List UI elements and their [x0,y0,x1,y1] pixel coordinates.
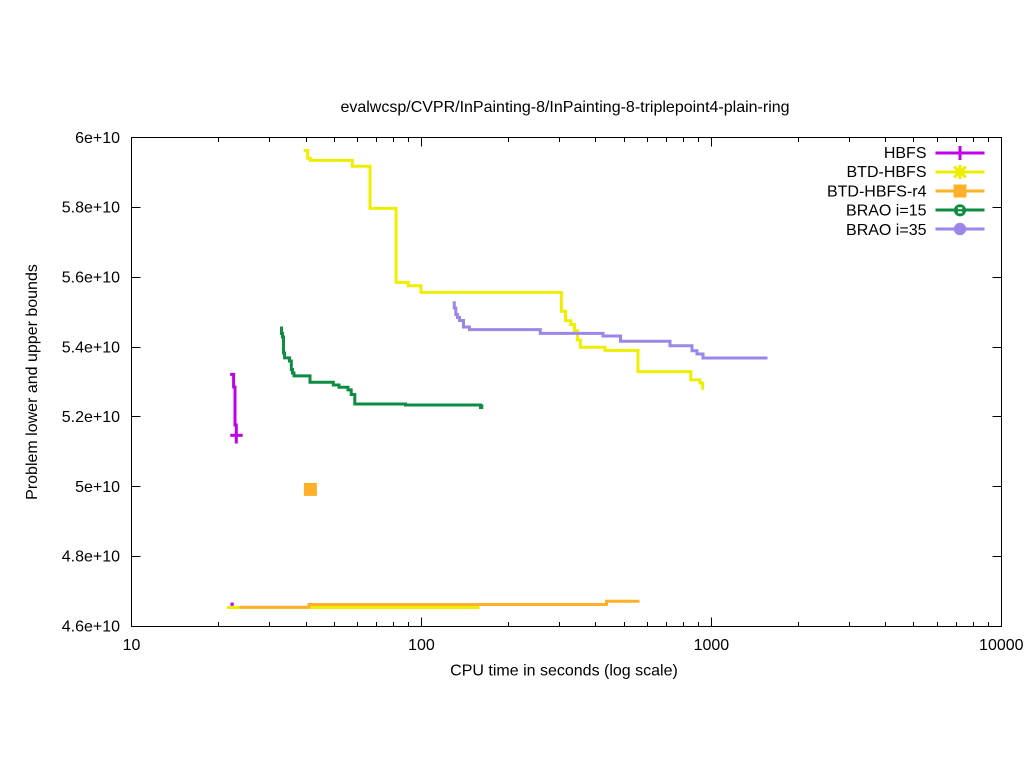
svg-text:10: 10 [123,637,141,654]
svg-text:HBFS: HBFS [884,145,927,162]
svg-text:4.6e+10: 4.6e+10 [62,619,120,636]
svg-text:6e+10: 6e+10 [75,130,120,147]
svg-text:BRAO i=35: BRAO i=35 [846,222,927,239]
svg-text:BTD-HBFS-r4: BTD-HBFS-r4 [827,183,927,200]
svg-text:5e+10: 5e+10 [75,479,120,496]
svg-text:BTD-HBFS: BTD-HBFS [847,164,927,181]
svg-text:100: 100 [408,637,435,654]
svg-text:CPU time in seconds (log scale: CPU time in seconds (log scale) [450,663,678,680]
svg-text:5.2e+10: 5.2e+10 [62,409,120,426]
svg-text:5.4e+10: 5.4e+10 [62,339,120,356]
svg-text:1000: 1000 [694,637,730,654]
svg-text:BRAO i=15: BRAO i=15 [846,203,927,220]
svg-text:5.6e+10: 5.6e+10 [62,269,120,286]
svg-text:10000: 10000 [979,637,1024,654]
svg-text:5.8e+10: 5.8e+10 [62,200,120,217]
svg-text:Problem lower and upper bounds: Problem lower and upper bounds [24,264,41,500]
svg-text:4.8e+10: 4.8e+10 [62,549,120,566]
svg-text:evalwcsp/CVPR/InPainting-8/InP: evalwcsp/CVPR/InPainting-8/InPainting-8-… [340,99,789,116]
